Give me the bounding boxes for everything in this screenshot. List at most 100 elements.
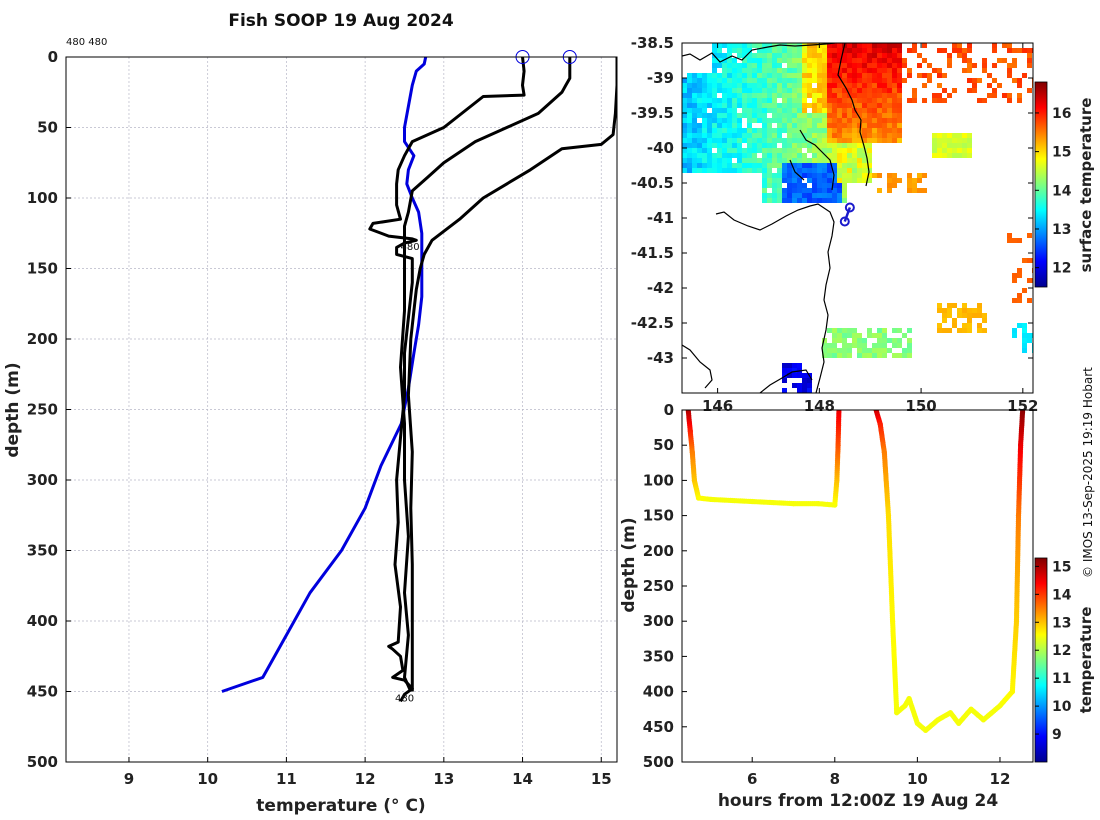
map-sst-cell	[887, 128, 892, 133]
map-sst-cell	[787, 113, 792, 118]
map-sst-cell	[857, 173, 862, 178]
map-sst-cell	[757, 58, 762, 63]
map-sst-cell	[852, 113, 857, 118]
map-sst-cell	[717, 103, 722, 108]
map-sst-cell	[782, 88, 787, 93]
map-sst-cell	[992, 43, 997, 48]
map-sst-cell	[812, 118, 817, 123]
map-sst-cell	[1027, 53, 1032, 58]
map-sst-cell	[847, 348, 852, 353]
map-sst-cell	[937, 143, 942, 148]
map-sst-cell	[762, 83, 767, 88]
map-sst-cell	[732, 108, 737, 113]
map-sst-cell	[772, 78, 777, 83]
map-sst-cell	[822, 78, 827, 83]
map-sst-cell	[832, 328, 837, 333]
map-sst-cell	[802, 378, 807, 383]
map-sst-cell	[862, 158, 867, 163]
map-sst-cell	[797, 48, 802, 53]
map-sst-cell	[772, 138, 777, 143]
map-sst-cell	[812, 43, 817, 48]
map-sst-cell	[947, 58, 952, 63]
map-sst-cell	[877, 338, 882, 343]
map-sst-cell	[867, 108, 872, 113]
map-sst-cell	[982, 58, 987, 63]
map-sst-cell	[727, 93, 732, 98]
map-sst-cell	[777, 148, 782, 153]
temperature-colorbar-tick-label: 10	[1052, 699, 1072, 715]
map-sst-cell	[782, 48, 787, 53]
map-sst-cell	[887, 58, 892, 63]
map-sst-cell	[767, 148, 772, 153]
map-sst-cell	[772, 103, 777, 108]
map-sst-cell	[837, 48, 842, 53]
map-sst-cell	[972, 63, 977, 68]
map-sst-cell	[822, 48, 827, 53]
map-sst-cell	[767, 88, 772, 93]
map-sst-cell	[717, 53, 722, 58]
map-sst-cell	[807, 103, 812, 108]
map-sst-cell	[892, 78, 897, 83]
map-sst-cell	[937, 48, 942, 53]
map-sst-cell	[847, 158, 852, 163]
map-sst-cell	[852, 83, 857, 88]
map-sst-cell	[757, 108, 762, 113]
map-sst-cell	[712, 68, 717, 73]
map-sst-cell	[842, 328, 847, 333]
map-sst-cell	[807, 88, 812, 93]
map-sst-cell	[747, 58, 752, 63]
map-sst-cell	[792, 88, 797, 93]
map-sst-cell	[777, 113, 782, 118]
map-sst-cell	[872, 83, 877, 88]
map-sst-cell	[847, 78, 852, 83]
map-sst-cell	[712, 128, 717, 133]
profile-grid	[66, 56, 617, 763]
map-sst-cell	[827, 138, 832, 143]
map-sst-cell	[752, 98, 757, 103]
map-sst-cell	[782, 388, 787, 393]
map-sst-cell	[737, 153, 742, 158]
map-sst-cell	[822, 113, 827, 118]
map-sst-cell	[722, 168, 727, 173]
map-sst-cell	[867, 153, 872, 158]
map-sst-cell	[697, 158, 702, 163]
map-sst-cell	[872, 173, 877, 178]
map-sst-cell	[912, 88, 917, 93]
map-sst-cell	[897, 338, 902, 343]
map-sst-cell	[887, 48, 892, 53]
map-sst-cell	[872, 68, 877, 73]
map-sst-cell	[817, 143, 822, 148]
depth-time-y-tick-label: 350	[643, 647, 674, 665]
map-sst-cell	[802, 193, 807, 198]
map-sst-cell	[842, 128, 847, 133]
profile-line-profile-1	[368, 57, 526, 703]
map-sst-cell	[807, 68, 812, 73]
map-sst-cell	[847, 53, 852, 58]
map-sst-cell	[787, 178, 792, 183]
map-sst-cell	[832, 188, 837, 193]
profile-x-tick-label: 13	[433, 770, 454, 788]
map-sst-cell	[847, 168, 852, 173]
map-sst-cell	[867, 178, 872, 183]
map-sst-cell	[822, 83, 827, 88]
map-sst-cell	[857, 98, 862, 103]
map-sst-cell	[817, 138, 822, 143]
map-sst-cell	[712, 168, 717, 173]
map-sst-cell	[817, 158, 822, 163]
map-sst-cell	[687, 103, 692, 108]
map-sst-cell	[822, 53, 827, 58]
map-sst-cell	[952, 48, 957, 53]
map-sst-cell	[937, 133, 942, 138]
map-sst-cell	[822, 148, 827, 153]
map-sst-cell	[747, 93, 752, 98]
map-sst-cell	[792, 133, 797, 138]
map-sst-cell	[777, 168, 782, 173]
map-sst-cell	[787, 83, 792, 88]
map-sst-cell	[802, 168, 807, 173]
map-sst-cell	[842, 143, 847, 148]
map-sst-cell	[772, 193, 777, 198]
map-sst-cell	[727, 68, 732, 73]
map-sst-cell	[792, 383, 797, 388]
map-sst-cell	[717, 108, 722, 113]
